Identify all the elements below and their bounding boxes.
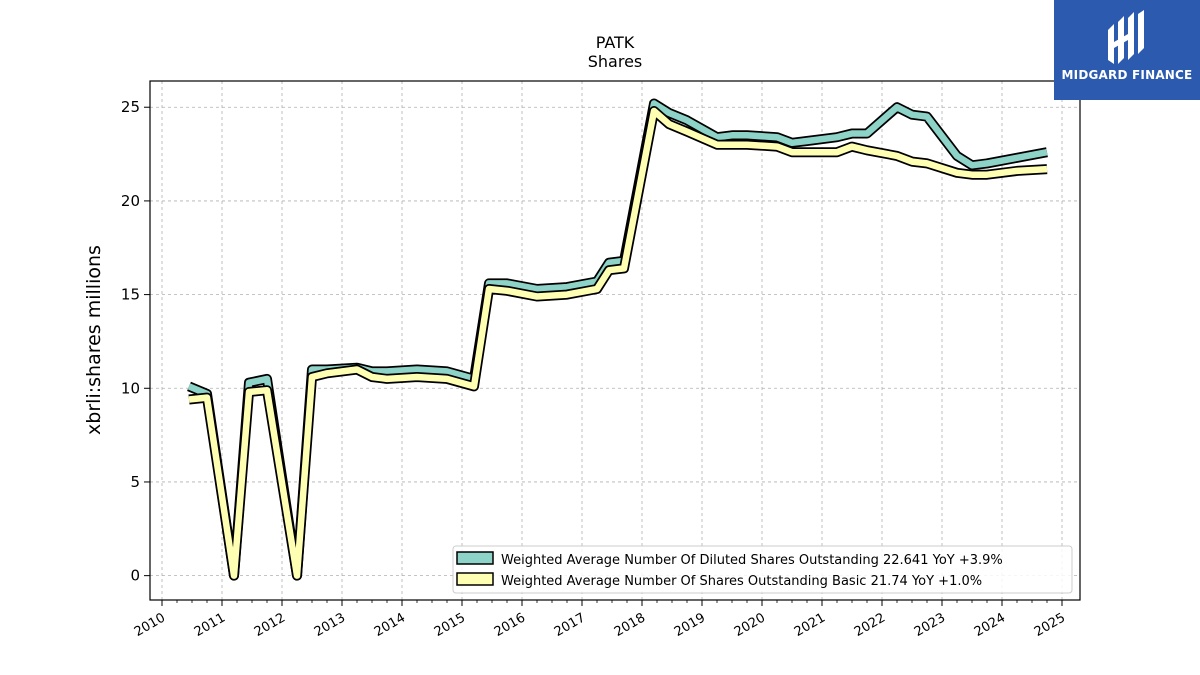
y-tick-label: 20	[121, 192, 140, 210]
legend-swatch-basic	[456, 572, 494, 586]
x-tick-label: 2020	[732, 610, 768, 640]
series-1-line	[188, 107, 1048, 579]
logo-mark-icon	[1108, 10, 1144, 64]
y-tick-label: 5	[130, 473, 140, 491]
series-0-line	[187, 100, 1048, 579]
x-tick-label: 2019	[672, 610, 708, 640]
series-1-outline	[188, 106, 1048, 581]
legend: Weighted Average Number Of Diluted Share…	[452, 545, 1073, 594]
legend-label-diluted: Weighted Average Number Of Diluted Share…	[501, 553, 1003, 568]
x-tick-label: 2022	[852, 610, 888, 640]
x-tick-label: 2025	[1032, 610, 1068, 640]
x-tick-label: 2017	[552, 610, 588, 640]
x-tick-label: 2015	[432, 610, 468, 640]
x-tick-label: 2023	[912, 610, 948, 640]
grid	[150, 81, 1080, 600]
y-tick-label: 10	[121, 379, 140, 397]
x-tick-label: 2024	[972, 610, 1008, 640]
x-tick-label: 2013	[312, 610, 348, 640]
logo-text: MIDGARD FINANCE	[1061, 68, 1193, 82]
y-tick-label: 15	[121, 286, 140, 304]
x-tick-label: 2016	[492, 610, 528, 640]
plot-frame	[149, 80, 1081, 601]
x-tick-label: 2011	[192, 610, 228, 640]
y-axis-label: xbrli:shares millions	[83, 245, 105, 435]
legend-label-basic: Weighted Average Number Of Shares Outsta…	[501, 574, 982, 589]
legend-box	[452, 545, 1073, 594]
x-tick-label: 2018	[612, 610, 648, 640]
x-tick-label: 2012	[252, 610, 288, 640]
chart-title: PATK	[596, 33, 635, 52]
series-layer	[187, 98, 1048, 581]
x-tick-label: 2010	[132, 610, 168, 640]
x-tick-label: 2021	[792, 610, 828, 640]
y-tick-label: 0	[130, 567, 140, 585]
x-axis: 2010 2011 2012 2013 2014 2015 2016 2017 2018 2019…	[132, 600, 1068, 640]
y-axis: 0 5 10 15 20 25	[121, 98, 150, 585]
series-0-outline	[187, 98, 1048, 581]
chart-subtitle: Shares	[588, 52, 643, 71]
y-tick-label: 25	[121, 98, 140, 116]
midgard-finance-logo: MIDGARD FINANCE	[1054, 0, 1200, 100]
legend-swatch-diluted	[456, 551, 494, 565]
x-tick-label: 2014	[372, 610, 408, 640]
